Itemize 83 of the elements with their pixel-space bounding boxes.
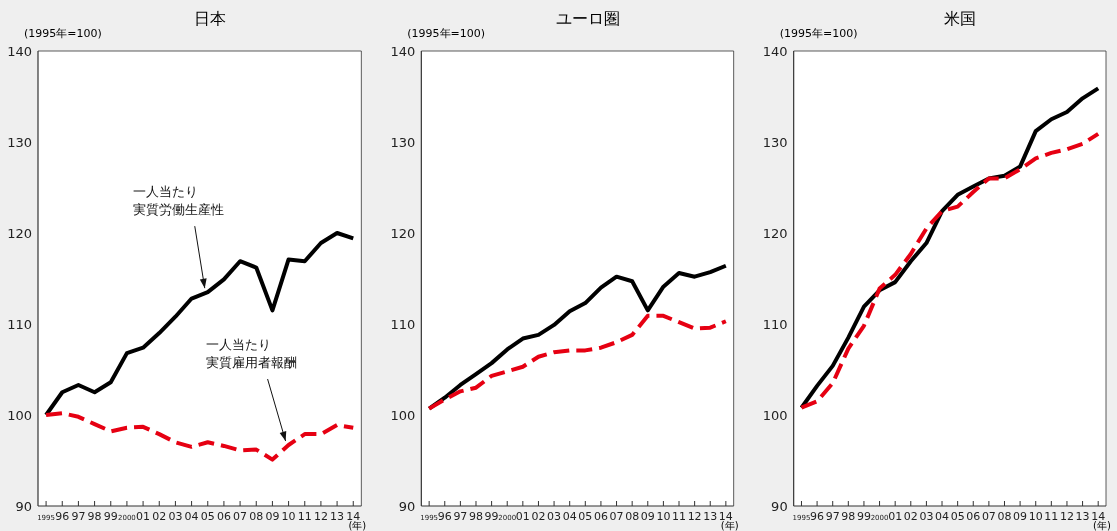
- x-tick-label: 10: [656, 510, 671, 523]
- x-axis-title: (年): [348, 520, 367, 531]
- annotation: 一人当たり実質労働生産性: [132, 184, 224, 218]
- x-tick-label: 07: [981, 510, 996, 523]
- y-tick-label: 90: [15, 498, 32, 514]
- x-tick-label: 10: [281, 510, 296, 523]
- x-tick-label: 98: [468, 510, 483, 523]
- x-tick-label: 03: [919, 510, 934, 523]
- y-tick-label: 100: [390, 407, 416, 423]
- x-tick-label: 08: [625, 510, 640, 523]
- x-tick-label: 99: [856, 510, 871, 523]
- y-tick-label: 90: [771, 498, 788, 514]
- y-tick-label: 130: [762, 134, 788, 150]
- y-tick-label: 90: [398, 498, 416, 514]
- y-tick-label: 120: [7, 225, 32, 241]
- x-tick-label: 09: [640, 510, 655, 523]
- y-tick-label: 120: [762, 225, 788, 241]
- y-tick-label: 140: [762, 43, 788, 59]
- x-tick-label: 01: [515, 510, 530, 523]
- x-tick-label: 02: [531, 510, 546, 523]
- x-tick-label: 03: [168, 510, 183, 523]
- x-tick-label: 06: [966, 510, 981, 523]
- y-tick-label: 130: [7, 134, 32, 150]
- x-tick-label: 13: [1075, 510, 1090, 523]
- x-tick-label: 09: [265, 510, 280, 523]
- x-tick-label: 08: [997, 510, 1012, 523]
- x-tick-label: 09: [1013, 510, 1028, 523]
- x-tick-label: 07: [609, 510, 624, 523]
- y-tick-label: 130: [390, 134, 416, 150]
- x-tick-label: 99: [484, 510, 499, 523]
- x-tick-label: 02: [152, 510, 167, 523]
- x-tick-label: 03: [547, 510, 562, 523]
- x-tick-label: 06: [593, 510, 608, 523]
- y-tick-label: 110: [390, 316, 416, 332]
- x-tick-label: 12: [687, 510, 702, 523]
- x-tick-label: 98: [87, 510, 102, 523]
- line-series: [44, 411, 356, 462]
- x-tick-label: 11: [297, 510, 312, 523]
- x-tick-label: 06: [216, 510, 231, 523]
- x-tick-label: 07: [233, 510, 248, 523]
- x-tick-label: 97: [71, 510, 86, 523]
- y-tick-label: 100: [762, 407, 788, 423]
- x-tick-label: 04: [562, 510, 577, 523]
- chart-title: 日本: [193, 9, 226, 28]
- y-tick-label: 110: [7, 316, 32, 332]
- x-tick-label: 05: [950, 510, 965, 523]
- y-axis-title: (1995年=100): [407, 27, 486, 40]
- x-tick-label: 08: [249, 510, 264, 523]
- x-tick-label: 04: [935, 510, 950, 523]
- x-tick-label: 10: [1028, 510, 1043, 523]
- x-tick-label: 05: [200, 510, 215, 523]
- x-tick-label: 01: [136, 510, 151, 523]
- y-tick-label: 140: [7, 43, 32, 59]
- x-tick-label: 97: [453, 510, 468, 523]
- x-tick-label: 02: [903, 510, 918, 523]
- y-tick-label: 120: [390, 225, 416, 241]
- x-tick-label: 01: [888, 510, 903, 523]
- x-tick-label: 97: [825, 510, 840, 523]
- chart-title: 米国: [943, 9, 976, 28]
- x-tick-label: 11: [1044, 510, 1059, 523]
- x-tick-label: 98: [841, 510, 856, 523]
- y-tick-label: 100: [7, 407, 32, 423]
- x-tick-label: 96: [55, 510, 70, 523]
- y-tick-label: 110: [762, 316, 788, 332]
- y-tick-label: 140: [390, 43, 416, 59]
- y-axis-title: (1995年=100): [24, 27, 102, 40]
- chart-title: ユーロ圏: [555, 9, 620, 28]
- line-series: [427, 313, 728, 411]
- x-tick-label: 12: [1059, 510, 1074, 523]
- x-tick-label: 13: [703, 510, 718, 523]
- x-tick-label: 05: [578, 510, 593, 523]
- x-tick-label: 12: [313, 510, 328, 523]
- x-tick-label: 11: [672, 510, 687, 523]
- y-axis-title: (1995年=100): [779, 27, 858, 40]
- x-tick-label: 96: [810, 510, 825, 523]
- x-tick-label: 04: [184, 510, 199, 523]
- annotation: 一人当たり実質雇用者報酬: [205, 337, 297, 371]
- x-axis-title: (年): [1093, 520, 1111, 531]
- x-tick-label: 13: [330, 510, 345, 523]
- x-axis-title: (年): [720, 520, 739, 531]
- x-tick-label: 99: [103, 510, 118, 523]
- line-series: [44, 231, 356, 417]
- x-tick-label: 96: [437, 510, 452, 523]
